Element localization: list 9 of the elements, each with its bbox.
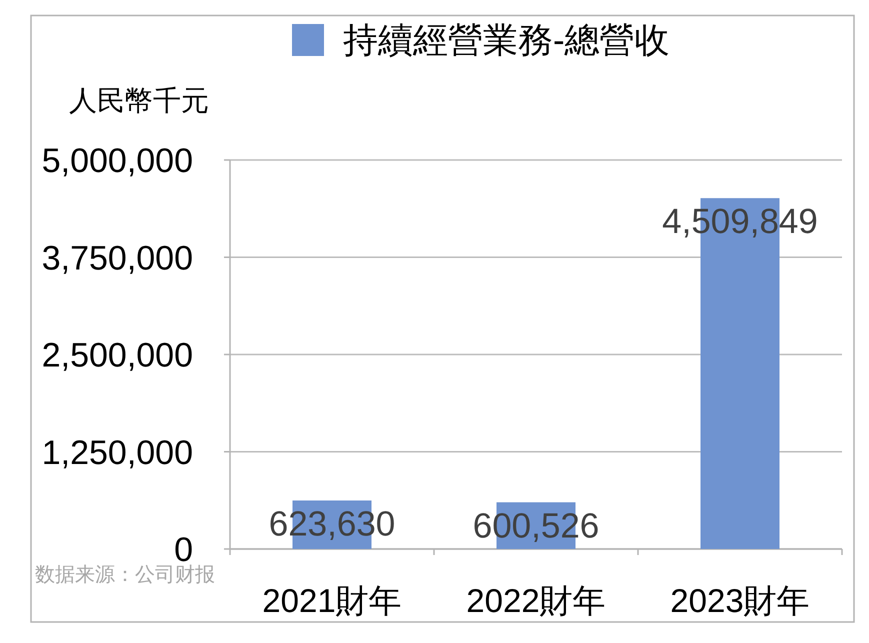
legend: 持續經營業務-總營收 [292,21,670,60]
y-tick-label: 5,000,000 [42,142,193,180]
x-tick-label: 2023財年 [670,582,810,619]
y-tick-label: 2,500,000 [42,336,193,374]
x-tick-label: 2022財年 [466,582,606,619]
x-tick-label: 2021財年 [262,582,402,619]
y-tick-label: 1,250,000 [42,434,193,472]
y-axis-title: 人民幣千元 [69,85,209,116]
y-tick-label: 3,750,000 [42,239,193,278]
